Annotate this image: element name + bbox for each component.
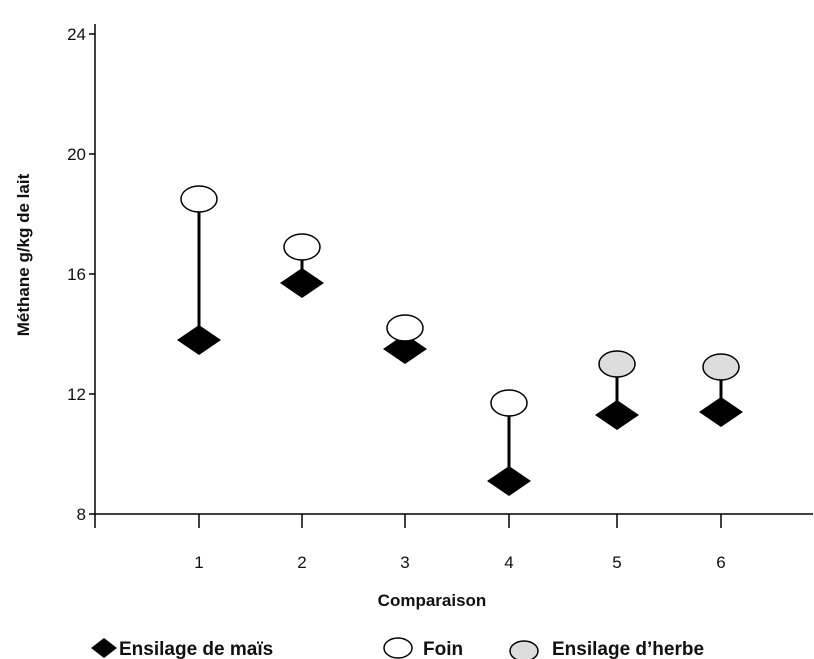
mais-diamond-point — [699, 397, 743, 427]
x-tick-label: 2 — [297, 553, 306, 572]
y-tick-label: 8 — [77, 505, 86, 524]
data-markers — [177, 185, 743, 496]
y-tick-label: 20 — [67, 145, 86, 164]
mais-diamond-point — [383, 334, 427, 364]
legend-herbe-label: Ensilage d’herbe — [552, 639, 704, 659]
legend-herbe-icon — [509, 640, 539, 659]
x-tick-label: 3 — [400, 553, 409, 572]
x-tick-label: 1 — [194, 553, 203, 572]
foin-circle-point — [283, 233, 321, 261]
mais-diamond-point — [487, 466, 531, 496]
legend-foin-label: Foin — [423, 639, 463, 659]
x-tick-label: 5 — [612, 553, 621, 572]
legend-foin-icon — [383, 637, 413, 659]
y-tick-label: 12 — [67, 385, 86, 404]
legend-mais-label: Ensilage de maïs — [119, 639, 273, 659]
y-tick-label: 16 — [67, 265, 86, 284]
legend-mais-icon — [91, 638, 117, 658]
herbe-circle-point — [598, 350, 636, 378]
x-axis-title: Comparaison — [378, 591, 487, 610]
connector-lines — [197, 211, 723, 481]
mais-diamond-point — [280, 268, 324, 298]
herbe-circle-point — [702, 353, 740, 381]
legend: Ensilage de maïs Foin Ensilage d’herbe — [91, 637, 704, 659]
x-tick-label: 4 — [504, 553, 513, 572]
y-tick-label: 24 — [67, 25, 86, 44]
foin-circle-point — [386, 314, 424, 342]
y-axis-title: Méthane g/kg de lait — [14, 173, 33, 336]
mais-diamond-point — [177, 325, 221, 355]
mais-diamond-point — [595, 400, 639, 430]
x-tick-label: 6 — [716, 553, 725, 572]
foin-circle-point — [180, 185, 218, 213]
foin-circle-point — [490, 389, 528, 417]
